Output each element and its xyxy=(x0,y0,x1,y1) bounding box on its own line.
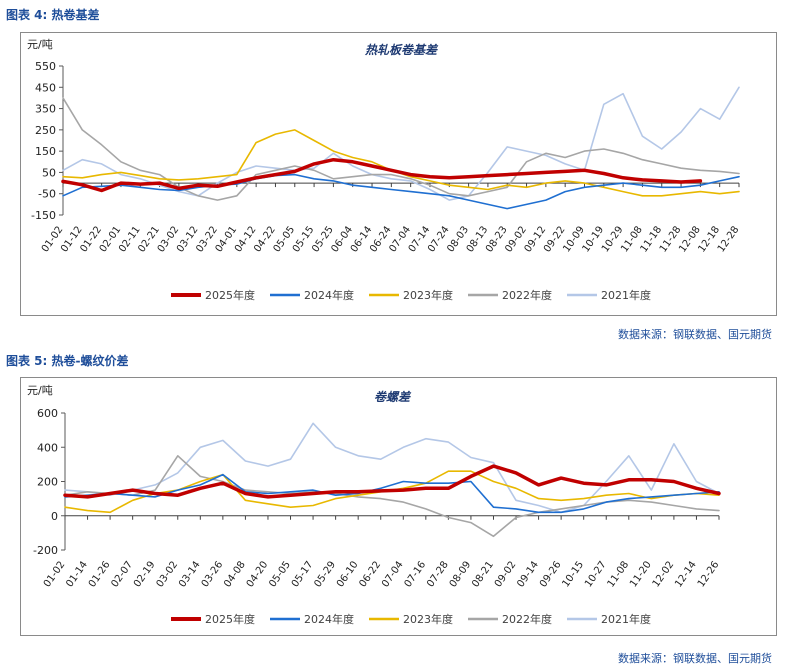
x-tick-label: 09-14 xyxy=(515,559,541,589)
y-tick-label: 350 xyxy=(35,103,56,116)
y-tick-label: 400 xyxy=(37,441,58,454)
x-tick-label: 05-29 xyxy=(312,559,338,589)
figure-4-source: 数据来源：钢联数据、国元期货 xyxy=(618,328,772,341)
legend-label: 2022年度 xyxy=(502,288,552,302)
x-tick-label: 04-20 xyxy=(245,559,271,589)
y-tick-label: 600 xyxy=(37,407,58,420)
y-tick-label: 0 xyxy=(51,510,58,523)
legend-label: 2023年度 xyxy=(403,612,453,626)
x-tick-label: 07-16 xyxy=(403,559,429,589)
x-tick-label: 12-26 xyxy=(696,559,722,589)
x-tick-label: 02-07 xyxy=(109,559,135,589)
y-tick-label: 150 xyxy=(35,145,56,158)
x-tick-label: 03-14 xyxy=(177,559,203,589)
series-line xyxy=(63,464,721,499)
x-tick-label: 12-28 xyxy=(716,224,742,254)
legend-label: 2025年度 xyxy=(205,288,255,302)
spread-chart-svg: 卷螺差 元/吨 -200 0 200 400 600 01-0201-1401-2602-07… xyxy=(27,384,722,626)
x-tick-label: 05-17 xyxy=(290,559,316,589)
figure-5-label: 图表 5: 热卷-螺纹价差 xyxy=(6,354,129,368)
x-tick-label: 12-02 xyxy=(651,559,677,589)
legend-label: 2023年度 xyxy=(403,288,453,302)
y-axis-unit: 元/吨 xyxy=(27,384,53,397)
y-tick-label: -150 xyxy=(31,209,56,222)
x-tick-label: 08-21 xyxy=(470,559,496,589)
chart-title: 卷螺差 xyxy=(374,390,412,404)
series-line xyxy=(62,173,740,210)
x-tick-label: 06-22 xyxy=(358,559,384,589)
x-tick-label: 03-26 xyxy=(200,559,226,589)
legend-label: 2024年度 xyxy=(304,612,354,626)
y-tick-label: 200 xyxy=(37,476,58,489)
x-tick-label: 05-05 xyxy=(267,559,293,589)
figure-4-label: 图表 4: 热卷基差 xyxy=(6,8,100,22)
legend-label: 2021年度 xyxy=(601,288,651,302)
series-line xyxy=(64,473,720,514)
figure-5-source: 数据来源：钢联数据、国元期货 xyxy=(618,652,772,665)
x-tick-label: 01-14 xyxy=(64,559,90,589)
series-line xyxy=(64,455,720,538)
y-tick-label: 550 xyxy=(35,60,56,73)
chart-title: 热轧板卷基差 xyxy=(364,43,439,57)
y-axis-unit: 元/吨 xyxy=(27,38,53,51)
series-line xyxy=(61,157,703,193)
y-tick-label: 50 xyxy=(42,166,56,179)
y-tick-label: 250 xyxy=(35,124,56,137)
y-tick-label: 450 xyxy=(35,81,56,94)
legend-label: 2025年度 xyxy=(205,612,255,626)
x-tick-label: 09-26 xyxy=(538,559,564,589)
series-line xyxy=(64,422,720,514)
x-tick-label: 01-26 xyxy=(87,559,113,589)
x-tick-label: 09-02 xyxy=(493,559,519,589)
x-tick-label: 11-20 xyxy=(628,559,654,589)
x-tick-label: 10-27 xyxy=(583,559,609,589)
chart-panel-spread: 卷螺差 元/吨 -200 0 200 400 600 01-02 01-14 01-26 02-07… xyxy=(20,377,777,636)
legend-label: 2022年度 xyxy=(502,612,552,626)
x-tick-label: 01-02 xyxy=(42,559,68,589)
x-tick-label: 10-15 xyxy=(560,559,586,589)
x-tick-label: 02-19 xyxy=(132,559,158,589)
x-tick-label: 08-09 xyxy=(448,559,474,589)
basis-chart-svg: 热轧板卷基差元/吨-150-505015025035045055001-0201… xyxy=(27,38,742,302)
x-tick-label: 07-28 xyxy=(425,559,451,589)
x-tick-label: 12-14 xyxy=(673,559,699,589)
x-tick-label: 07-04 xyxy=(380,559,406,589)
x-tick-label: 06-10 xyxy=(335,559,361,589)
x-tick-label: 03-02 xyxy=(155,559,181,589)
y-tick-label: -50 xyxy=(38,188,56,201)
x-tick-label: 04-08 xyxy=(222,559,248,589)
series-line xyxy=(62,97,740,201)
legend-label: 2024年度 xyxy=(304,288,354,302)
legend-label: 2021年度 xyxy=(601,612,651,626)
x-tick-label: 11-08 xyxy=(606,559,632,589)
y-tick-label: -200 xyxy=(33,544,58,557)
chart-panel-basis: 热轧板卷基差 元/吨 -150 -50 50 150 250 350 450 550 01-02 01… xyxy=(20,32,777,316)
